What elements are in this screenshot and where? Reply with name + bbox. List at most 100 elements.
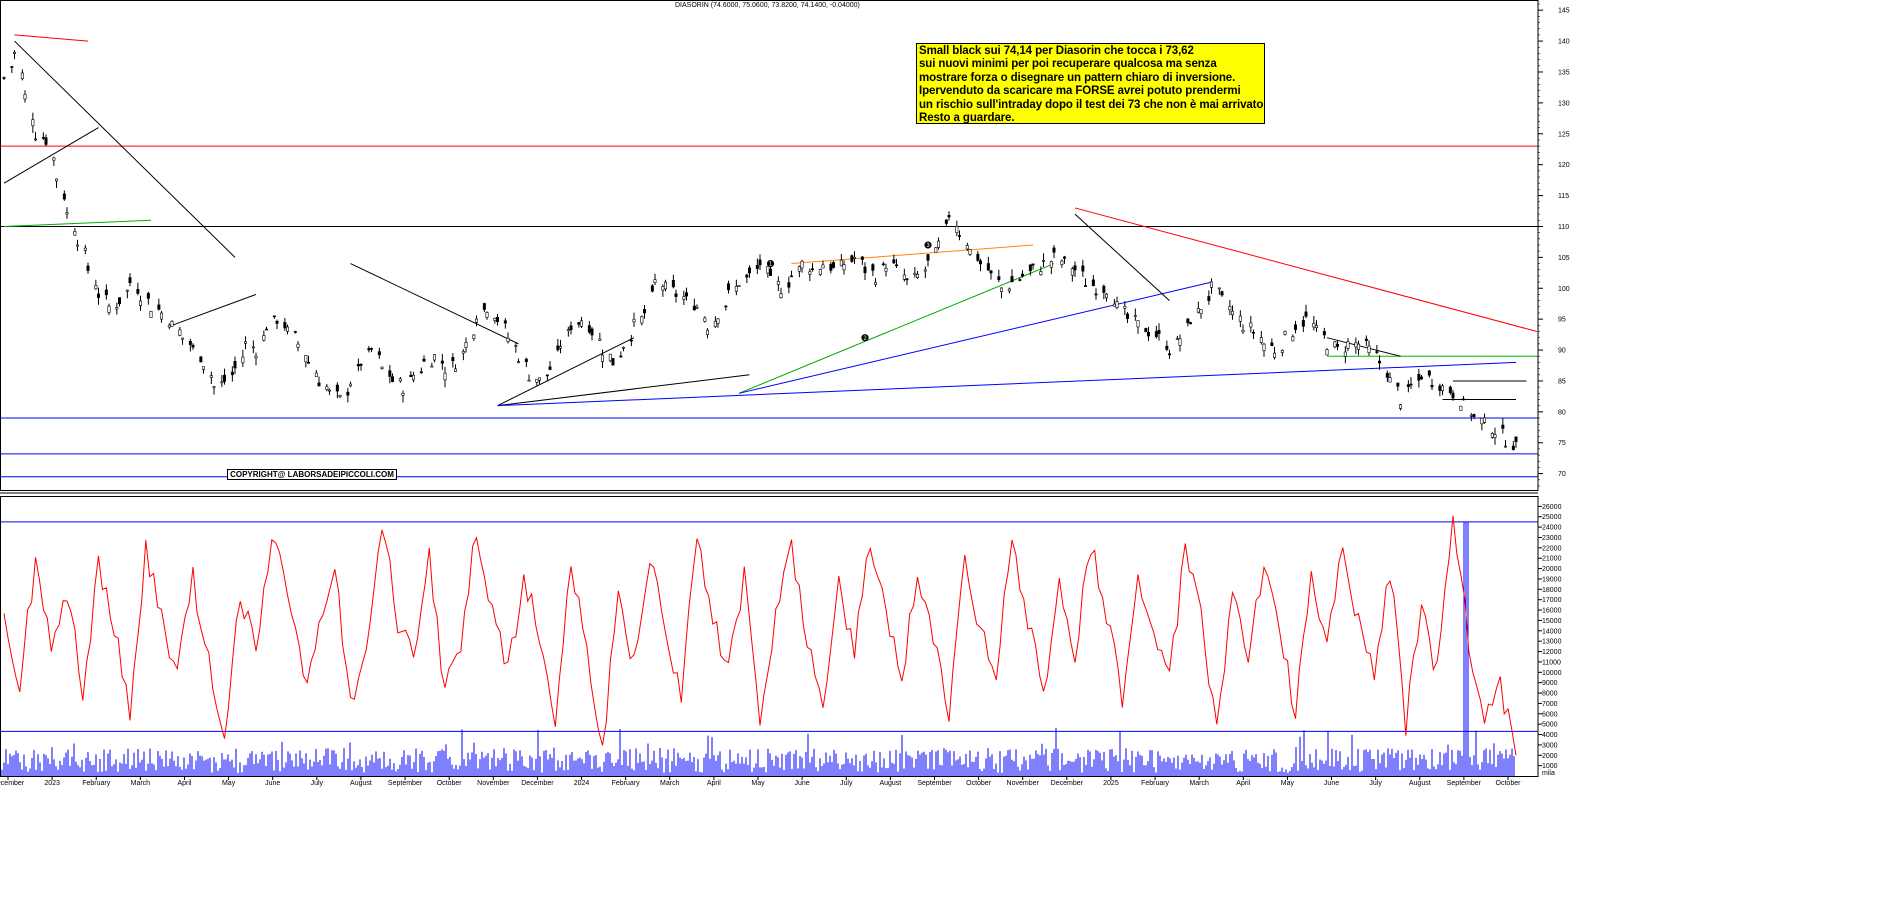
price-frame [0, 0, 1539, 491]
candle-body [495, 317, 499, 323]
candle-body [545, 374, 549, 377]
candle-body [1136, 320, 1140, 328]
y-tick-label: 115 [1558, 193, 1569, 200]
candle-body [293, 331, 297, 333]
candle-body [1483, 417, 1487, 423]
candle-body [1228, 306, 1232, 311]
candle-body [474, 318, 478, 323]
y-tick-label: 145 [1558, 8, 1570, 15]
x-tick-label: June [795, 780, 810, 787]
candle-body [398, 378, 402, 382]
x-tick-label: July [1369, 780, 1382, 787]
candle-body [577, 322, 581, 325]
candle-body [325, 386, 329, 390]
candle-body [125, 289, 129, 292]
candle-body [663, 281, 667, 290]
trendline [1326, 337, 1401, 357]
y-tick-label: 140 [1558, 39, 1570, 46]
candle-body [440, 360, 444, 364]
candle-body [915, 273, 919, 278]
candle-body [1238, 315, 1242, 322]
y-tick-label: 110 [1558, 224, 1569, 231]
x-tick-label: 2024 [574, 780, 590, 787]
vol-y-tick-label: 26000 [1542, 504, 1562, 511]
candle-body [642, 309, 646, 314]
candle-body [587, 325, 591, 333]
candle-body [768, 268, 772, 276]
y-tick-label: 70 [1558, 471, 1566, 478]
x-tick-label: September [917, 780, 952, 787]
vol-y-tick-label: 4000 [1542, 732, 1558, 739]
candle-body [926, 254, 930, 261]
candle-body [482, 303, 486, 310]
candle-body [776, 280, 780, 285]
candle-body [1406, 384, 1410, 388]
candle-body [852, 256, 856, 259]
candle-body [160, 312, 164, 320]
candle-body [199, 356, 203, 363]
candle-body [1451, 392, 1455, 399]
candle-body [1126, 313, 1130, 319]
candle-body [1399, 404, 1403, 409]
price-panel: 1 2 3 [0, 34, 1538, 478]
x-tick-label: April [707, 780, 721, 787]
candle-body [713, 321, 717, 328]
candle-body [157, 304, 161, 310]
y-tick-label: 135 [1558, 69, 1570, 76]
vol-y-tick-label: 16000 [1542, 608, 1562, 615]
x-tick-label: 2023 [44, 780, 60, 787]
x-tick-label: December [0, 780, 25, 787]
candle-body [1144, 328, 1148, 333]
candle-body [1480, 417, 1484, 425]
candle-body [178, 329, 182, 336]
annotation-line: Small black sui 74,14 per Diasorin che t… [919, 45, 1194, 57]
candle-body [1367, 345, 1371, 353]
candle-body [86, 265, 90, 271]
axes: 145 140 135 130 125 120 115 110 105 100 95 90 85 80 75… [0, 0, 1570, 787]
trendline [350, 263, 519, 345]
candle-body [787, 282, 791, 288]
candle-body [661, 286, 665, 291]
candle-body [724, 305, 728, 308]
candle-body [734, 286, 738, 292]
candle-body [965, 245, 969, 250]
candle-body [1165, 345, 1169, 350]
candle-body [1427, 370, 1431, 376]
candle-body [590, 328, 594, 336]
trendline [3, 219, 152, 227]
x-tick-label: September [1447, 780, 1482, 787]
candle-body [653, 279, 657, 283]
candle-body [808, 271, 812, 275]
vol-y-tick-label: 21000 [1542, 556, 1562, 563]
vol-y-tick-label: 3000 [1542, 742, 1558, 749]
candle-body [1430, 385, 1434, 388]
candle-body [797, 266, 801, 272]
candle-body [976, 253, 980, 261]
candle-body [1312, 322, 1316, 328]
candle-body [934, 247, 938, 253]
trendline [497, 374, 750, 407]
vol-y-tick-label: 5000 [1542, 722, 1558, 729]
x-tick-label: June [265, 780, 280, 787]
candle-body [31, 119, 35, 127]
candle-body [516, 361, 520, 363]
candle-body [1504, 445, 1508, 448]
candle-body [2, 77, 6, 79]
annotation-line: Resto a guardare. [919, 112, 1015, 124]
candle-body [107, 305, 111, 313]
candle-body [1375, 351, 1379, 353]
candle-body [535, 378, 539, 383]
vol-y-tick-label: 7000 [1542, 701, 1558, 708]
candle-body [503, 320, 507, 324]
candle-body [1462, 398, 1466, 401]
candle-body [1354, 342, 1358, 348]
candle-body [1388, 377, 1392, 383]
candle-body [821, 264, 825, 269]
candle-body [682, 296, 686, 300]
candle-body [485, 312, 489, 318]
candle-body [1259, 337, 1263, 343]
candle-body [244, 341, 248, 344]
x-tick-label: September [388, 780, 423, 787]
trendline [738, 281, 1212, 394]
pattern-marker [766, 259, 775, 268]
